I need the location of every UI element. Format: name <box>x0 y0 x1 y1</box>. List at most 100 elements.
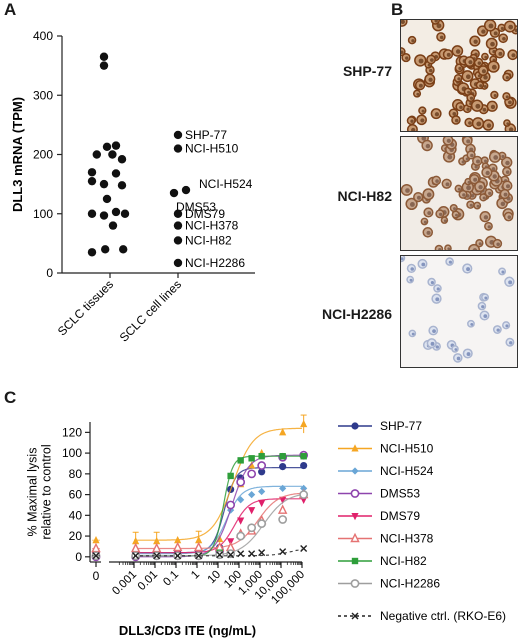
marker <box>132 537 140 545</box>
ihc-nucleus <box>485 170 490 176</box>
ihc-nucleus <box>427 211 432 215</box>
ihc-nucleus <box>405 188 410 193</box>
ihc-nucleus <box>481 69 487 74</box>
ihc-nucleus <box>410 119 414 123</box>
ihc-nucleus <box>430 281 434 285</box>
ihc-nucleus <box>493 94 497 98</box>
ihc-nucleus <box>466 267 471 272</box>
tissue-point <box>120 209 130 218</box>
ihc-nucleus <box>491 64 497 70</box>
marker <box>351 513 359 521</box>
marker <box>248 461 256 469</box>
ihc-nucleus <box>492 174 497 179</box>
ihc-nucleus <box>428 77 433 82</box>
tissue-point <box>99 211 109 220</box>
ihc-nucleus <box>430 58 434 62</box>
ihc-nucleus <box>416 195 421 200</box>
legend-item-3: DMS53 <box>338 487 420 501</box>
marker <box>153 552 161 560</box>
tissue-point <box>87 209 97 218</box>
x-category-label-1: SCLC cell lines <box>117 277 184 344</box>
ihc-nucleus <box>508 127 514 131</box>
ihc-nucleus <box>470 322 474 326</box>
ihc-nucleus <box>427 63 431 67</box>
marker <box>130 542 141 553</box>
tissue-point <box>117 181 127 190</box>
marker <box>172 541 183 552</box>
legend-label: DMS53 <box>380 487 420 501</box>
marker <box>247 523 257 533</box>
ihc-nucleus <box>496 328 500 332</box>
marker <box>174 552 182 560</box>
ihc-nucleus <box>477 61 482 65</box>
ihc-nucleus <box>429 68 433 73</box>
y-axis-label: DLL3 mRNA (TPM) <box>10 97 25 212</box>
ihc-nucleus <box>420 118 425 123</box>
ihc-nucleus <box>490 41 495 47</box>
legend-label: NCI-H82 <box>380 554 427 568</box>
cell-line-point <box>173 130 183 140</box>
ihc-nucleus <box>511 53 516 58</box>
ihc-nucleus <box>446 52 451 57</box>
ihc-nucleus <box>426 230 431 235</box>
x-tick-label-0: 0.001 <box>110 569 139 598</box>
ihc-nucleus <box>459 105 463 110</box>
ihc-nucleus <box>401 20 405 25</box>
ihc-nucleus <box>483 215 489 220</box>
ihc-nucleus <box>478 242 482 246</box>
marker <box>277 504 288 514</box>
ihc-nucleus <box>478 184 483 190</box>
ihc-nucleus <box>466 107 470 111</box>
marker <box>248 550 256 558</box>
marker <box>247 469 257 479</box>
y-tick-label-400: 400 <box>33 29 53 43</box>
marker <box>350 579 360 588</box>
ihc-nucleus <box>484 159 487 163</box>
ihc-nucleus <box>483 75 488 80</box>
ihc-nucleus <box>505 170 510 174</box>
tissue-point <box>87 168 97 177</box>
ihc-nucleus <box>418 83 423 88</box>
ihc-image-h82 <box>400 136 518 251</box>
ihc-nucleus <box>430 341 435 346</box>
panel-a-letter: A <box>4 0 17 19</box>
ihc-nucleus <box>479 84 483 88</box>
ihc-nucleus <box>467 180 471 184</box>
marker <box>351 422 359 430</box>
legend-item-5: NCI-H378 <box>338 532 434 546</box>
tissue-point <box>102 142 112 151</box>
ihc-nucleus <box>476 204 480 208</box>
ihc-nucleus <box>470 153 474 158</box>
ihc-nucleus <box>473 39 478 44</box>
ihc-nucleus <box>475 103 481 109</box>
tissue-point <box>119 245 128 254</box>
cell-line-point <box>173 144 183 153</box>
ihc-nucleus <box>465 74 471 80</box>
cell-line-point <box>169 188 179 198</box>
tissue-point <box>99 52 109 61</box>
ihc-nucleus <box>405 56 409 60</box>
ihc-nucleus <box>496 242 500 247</box>
ihc-nucleus <box>421 262 426 267</box>
marker <box>258 487 266 496</box>
ihc-nucleus <box>457 187 461 191</box>
marker <box>351 444 359 452</box>
ihc-nucleus <box>498 51 503 56</box>
cell-line-point <box>173 209 183 218</box>
ihc-label-shp77: SHP-77 <box>342 63 392 79</box>
ihc-nucleus <box>470 194 475 198</box>
y-tick-label-40: 40 <box>69 508 83 522</box>
cell-line-label: NCI-H378 <box>185 219 239 233</box>
y-axis-label-line-2: relative to control <box>40 444 54 539</box>
ihc-nucleus <box>435 345 439 349</box>
ihc-nucleus <box>484 55 488 59</box>
ihc-nucleus <box>473 177 478 182</box>
marker <box>195 536 203 544</box>
marker <box>300 419 308 428</box>
cell-line-label: SHP-77 <box>185 128 227 142</box>
cell-line-label: NCI-H2286 <box>185 256 245 270</box>
tissue-point <box>111 169 121 178</box>
marker <box>278 515 288 524</box>
tissue-point <box>87 248 97 257</box>
ihc-nucleus <box>448 260 452 264</box>
